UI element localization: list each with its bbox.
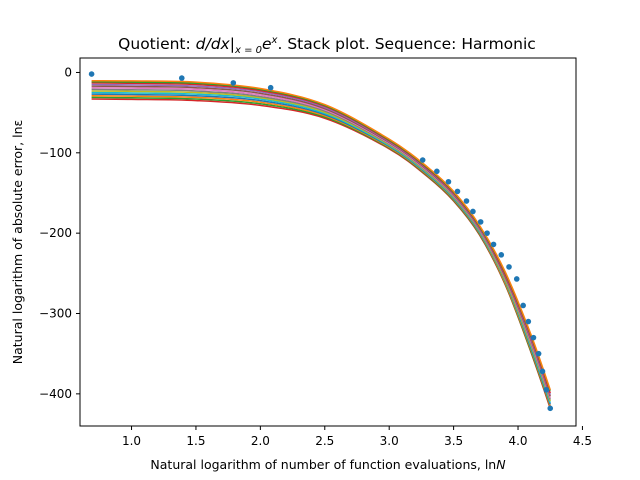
- title-op: d/dx: [196, 35, 231, 53]
- scatter-point: [434, 168, 440, 175]
- title-subscript: x = 0: [234, 45, 262, 56]
- series-line-12: [91, 96, 551, 407]
- x-tick-label: 2.5: [315, 434, 334, 448]
- scatter-point: [535, 350, 542, 357]
- x-tick-label: 1.5: [186, 434, 205, 448]
- scatter-point: [506, 264, 512, 270]
- y-tick-label: −300: [39, 307, 72, 321]
- scatter-point: [539, 368, 546, 375]
- y-axis-label: Natural logarithm of absolute error, lnε: [10, 120, 25, 364]
- scatter-point: [463, 198, 470, 204]
- scatter-layer: [88, 71, 554, 412]
- series-line-9: [91, 91, 551, 403]
- x-tick-label: 3.0: [380, 434, 399, 448]
- scatter-point: [484, 230, 490, 236]
- title-superscript: x: [271, 35, 278, 46]
- series-line-13: [91, 98, 551, 409]
- scatter-point: [419, 157, 426, 163]
- series-line-5: [91, 85, 551, 397]
- scatter-point: [498, 252, 505, 258]
- scatter-point: [454, 188, 461, 195]
- scatter-point: [530, 334, 537, 341]
- scatter-point: [520, 302, 526, 309]
- x-tick-label: 4.5: [573, 434, 592, 448]
- y-tick-label: −200: [39, 226, 72, 240]
- scatter-point: [445, 178, 452, 185]
- title-prefix: Quotient:: [118, 35, 195, 53]
- series-line-7: [91, 88, 551, 400]
- x-axis-label: Natural logarithm of number of function …: [150, 457, 506, 472]
- series-line-8: [91, 90, 551, 402]
- plot-area: [79, 57, 577, 427]
- x-tick-label: 3.5: [444, 434, 463, 448]
- scatter-point: [543, 387, 550, 393]
- scatter-point: [477, 219, 484, 225]
- x-axis-label-text: Natural logarithm of number of function …: [150, 457, 496, 472]
- scatter-point: [267, 84, 274, 91]
- x-axis-ticks: 1.0 1.5 2.0 2.5 3.0 3.5 4.0 4.5: [122, 426, 592, 448]
- scatter-point: [88, 71, 95, 77]
- y-axis-ticks: 0 −100 −200 −300 −400: [39, 65, 80, 401]
- series-layer: [91, 79, 551, 409]
- series-line-1: [91, 79, 551, 391]
- x-tick-label: 4.0: [508, 434, 527, 448]
- title-suffix: . Stack plot. Sequence: Harmonic: [277, 35, 535, 53]
- scatter-point: [230, 80, 237, 86]
- axes-frame: [79, 57, 577, 427]
- chart-title: Quotient: d/dx|x = 0ex. Stack plot. Sequ…: [118, 35, 536, 56]
- x-axis-label-var: N: [496, 457, 506, 472]
- title-bar: |: [230, 35, 235, 53]
- x-tick-label: 1.0: [122, 434, 141, 448]
- y-tick-label: −400: [39, 387, 72, 401]
- y-tick-label: 0: [64, 65, 72, 79]
- scatter-point: [490, 241, 497, 248]
- scatter-point: [525, 318, 532, 325]
- series-line-6: [91, 86, 551, 399]
- x-tick-label: 2.0: [251, 434, 270, 448]
- scatter-point: [513, 276, 520, 282]
- series-line-11: [91, 95, 551, 407]
- title-base: e: [262, 35, 272, 53]
- y-tick-label: −100: [39, 146, 72, 160]
- scatter-point: [470, 208, 476, 215]
- scatter-point: [178, 75, 185, 81]
- scatter-point: [547, 405, 554, 412]
- series-line-10: [91, 93, 551, 405]
